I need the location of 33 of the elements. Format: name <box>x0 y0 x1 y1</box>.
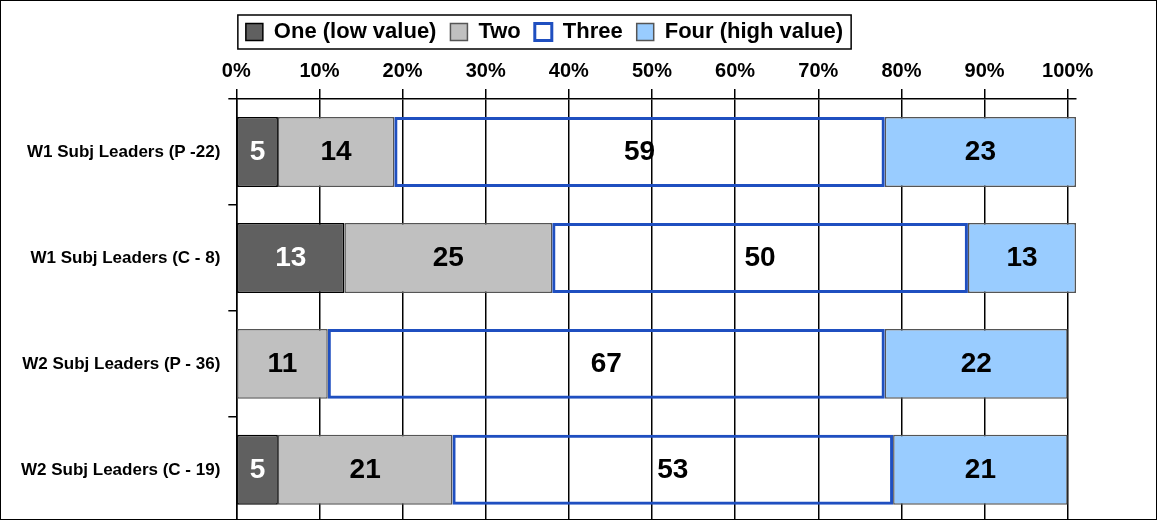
data-label: 14 <box>320 134 353 166</box>
x-tick-label: 10% <box>299 58 340 81</box>
y-tick-label: W2 Subj Leaders (C - 19) <box>20 459 221 479</box>
y-tick-label: W2 Subj Leaders (P - 36) <box>22 353 221 373</box>
data-label: 21 <box>964 452 996 484</box>
data-label: 21 <box>349 452 381 484</box>
legend-label: Three <box>562 18 623 44</box>
x-tick-label: 100% <box>1042 58 1094 81</box>
data-label: 22 <box>960 346 992 378</box>
x-tick-label: 90% <box>964 58 1005 81</box>
x-tick-label: 30% <box>465 58 506 81</box>
data-label: 13 <box>1006 240 1038 272</box>
x-tick-label: 40% <box>548 58 590 81</box>
legend-label: Two <box>478 18 521 44</box>
x-tick-label: 50% <box>631 58 673 81</box>
data-label: 53 <box>657 452 689 484</box>
x-tick-label: 70% <box>798 58 839 81</box>
data-label: 67 <box>590 346 622 378</box>
y-tick-label: W1 Subj Leaders (P -22) <box>26 141 221 161</box>
data-label: 50 <box>744 240 776 272</box>
x-tick-label: 20% <box>382 58 423 81</box>
data-label: 5 <box>249 134 266 166</box>
x-tick-label: 0% <box>221 58 251 81</box>
data-label: 5 <box>249 452 266 484</box>
data-label: 25 <box>432 240 464 272</box>
x-tick-label: 80% <box>881 58 922 81</box>
data-label: 23 <box>964 134 996 166</box>
data-label: 13 <box>275 240 307 272</box>
legend-label: One (low value) <box>273 18 437 44</box>
legend-label: Four (high value) <box>664 18 844 44</box>
data-label: 11 <box>267 346 298 378</box>
x-tick-label: 60% <box>715 58 756 81</box>
y-tick-label: W1 Subj Leaders (C - 8) <box>30 247 221 267</box>
